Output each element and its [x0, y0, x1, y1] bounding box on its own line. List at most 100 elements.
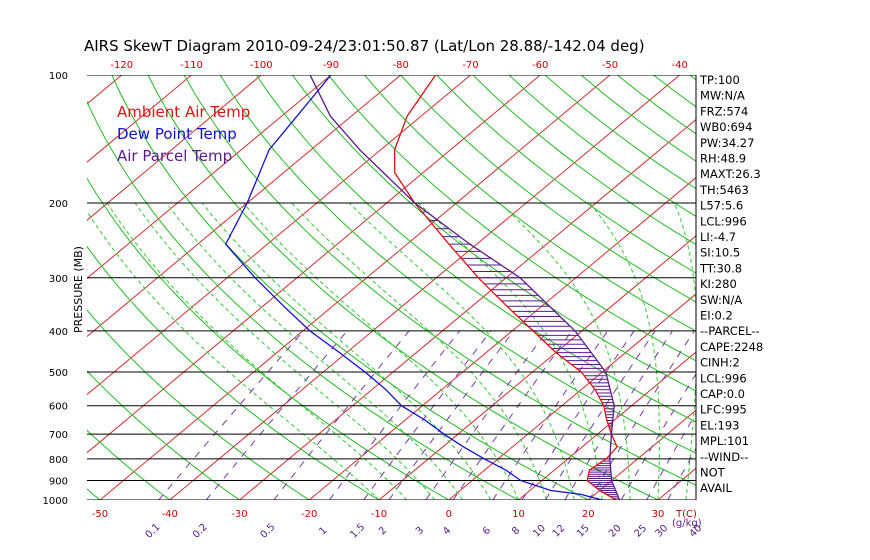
mixing-ratio-tick-label: 1.5 [348, 522, 367, 541]
top-temperature-tick-label: -60 [532, 60, 548, 71]
moist-adiabat [348, 202, 575, 500]
mixing-ratio-tick-label: 30 [654, 523, 671, 540]
dry-adiabat [255, 75, 696, 423]
index-item: CAP:0.0 [700, 387, 745, 401]
isotherm [518, 351, 696, 500]
temperature-tick-label: -50 [92, 509, 108, 520]
dry-adiabat [87, 370, 240, 500]
dry-adiabat [87, 100, 519, 500]
temperature-tick-label: -40 [162, 509, 178, 520]
temperature-tick-label: -30 [231, 509, 247, 520]
isotherm [657, 467, 696, 500]
index-item: SI:10.5 [700, 246, 740, 260]
isotherm [448, 293, 696, 500]
temperature-tick-label: 20 [582, 509, 595, 520]
index-item: CAPE:2248 [700, 340, 763, 354]
index-item: --PARCEL-- [700, 324, 760, 338]
mixing-ratio-tick-label: 10 [531, 523, 548, 540]
legend-entry: Dew Point Temp [117, 125, 237, 143]
isotherm [99, 75, 611, 500]
pressure-tick-label: 500 [49, 368, 68, 379]
isotherm [0, 75, 52, 500]
y-axis-label: PRESSURE (MB) [72, 246, 85, 333]
dry-adiabat [87, 177, 450, 500]
top-temperature-tick-label: -80 [393, 60, 409, 71]
dry-adiabat [436, 75, 696, 274]
legend-entry: Air Parcel Temp [117, 147, 232, 165]
dry-adiabat [762, 75, 870, 500]
dry-adiabat [87, 245, 380, 500]
temperature-tick-label: -20 [301, 509, 317, 520]
mixing-ratio-tick-label: 1 [317, 525, 329, 537]
index-item: TH:5463 [699, 183, 749, 197]
mixing-ratio-line [158, 330, 304, 500]
index-item: EI:0.2 [700, 309, 733, 323]
index-item: LCL:996 [700, 371, 747, 385]
index-item: AVAIL [700, 481, 733, 495]
pressure-tick-label: 800 [49, 455, 68, 466]
isotherm [169, 75, 681, 500]
pressure-tick-label: 600 [49, 402, 68, 413]
isotherm [87, 75, 471, 396]
chart-title: AIRS SkewT Diagram 2010-09-24/23:01:50.8… [84, 37, 645, 55]
index-item: EL:193 [700, 418, 740, 432]
mixing-ratio-tick-label: 2 [377, 525, 389, 537]
index-item: MAXT:26.3 [700, 167, 761, 181]
top-temperature-tick-label: -40 [672, 60, 688, 71]
top-temperature-tick-label: -90 [323, 60, 339, 71]
dry-adiabat [400, 75, 696, 303]
isotherm [87, 75, 541, 454]
index-item: SW:N/A [700, 293, 742, 307]
isotherm [798, 75, 870, 500]
legend: Ambient Air Temp Dew Point Temp Air Parcel… [117, 103, 250, 165]
top-temperature-tick-label: -50 [602, 60, 618, 71]
dry-adiabat [291, 75, 696, 392]
top-temperature-tick-label: -110 [180, 60, 203, 71]
isotherm [587, 409, 696, 500]
isotherm [239, 118, 696, 500]
pressure-tick-label: 900 [49, 477, 68, 488]
profile-curves-layer [224, 75, 621, 500]
cape-hatch-layer [422, 211, 619, 499]
index-item: NOT [700, 466, 726, 480]
mixing-ratio-unit-label: (g/kg) [672, 518, 702, 529]
mixing-ratio-line [425, 330, 548, 500]
index-item: WB0:694 [700, 120, 752, 134]
mixing-ratio-tick-label: 0.5 [259, 522, 278, 541]
dry-adiabat [653, 75, 696, 108]
index-item: --WIND-- [700, 450, 748, 464]
isotherm [87, 75, 262, 221]
top-temperature-tick-label: -120 [110, 60, 133, 71]
isotherm [378, 235, 696, 500]
mixing-ratio-tick-label: 12 [551, 523, 568, 540]
index-item: MW:N/A [700, 89, 745, 103]
index-item: FRZ:574 [700, 104, 748, 118]
top-temperature-tick-label: -100 [250, 60, 273, 71]
mixing-ratio-line [205, 330, 348, 500]
isotherm [87, 75, 402, 338]
dew-point-temp-curve [224, 75, 603, 500]
pressure-tick-label: 200 [49, 199, 68, 210]
dry-adiabat [183, 75, 696, 486]
index-item: RH:48.9 [700, 152, 746, 166]
pressure-tick-label: 1000 [43, 496, 68, 507]
top-temperature-tick-label: -70 [462, 60, 478, 71]
mixing-ratio-tick-label: 25 [632, 523, 649, 540]
mixing-ratio-tick-label: 0.1 [143, 522, 162, 541]
mixing-ratio-tick-label: 3 [414, 525, 426, 537]
moist-adiabat [589, 202, 660, 500]
dry-adiabat [87, 429, 171, 500]
dry-adiabat [472, 75, 696, 246]
mixing-ratio-tick-label: 8 [510, 525, 522, 537]
index-item: LI:-4.7 [700, 230, 736, 244]
legend-entry: Ambient Air Temp [117, 103, 250, 121]
pressure-tick-label: 700 [49, 430, 68, 441]
temperature-tick-label: 0 [446, 509, 452, 520]
temperature-tick-label: -10 [371, 509, 387, 520]
mixing-ratio-tick-label: 4 [441, 525, 453, 537]
index-item: TP:100 [699, 73, 740, 87]
index-item: LFC:995 [700, 403, 747, 417]
dry-adiabat [364, 75, 696, 332]
